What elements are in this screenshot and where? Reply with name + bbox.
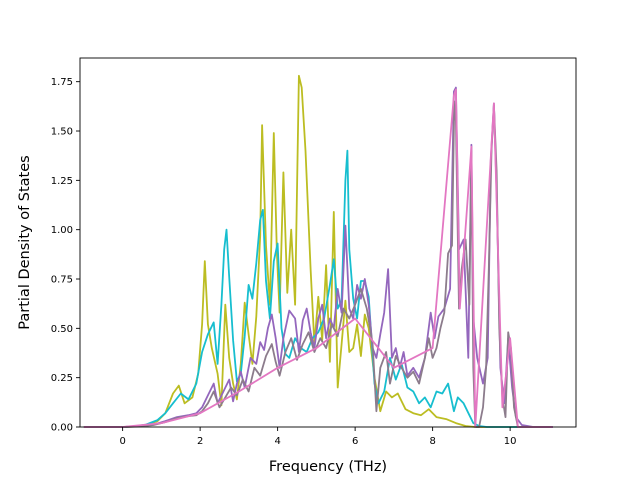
series-line-5 <box>83 88 553 428</box>
x-tick-label: 8 <box>429 436 435 447</box>
x-tick-label: 10 <box>504 436 517 447</box>
y-axis-ticks: 0.00 0.25 0.50 0.75 1.00 1.25 1.50 1.75 <box>51 77 80 434</box>
x-axis-label: Frequency (THz) <box>269 459 387 475</box>
y-tick-label: 1.50 <box>51 127 73 138</box>
y-tick-label: 0.25 <box>51 373 73 384</box>
x-tick-label: 0 <box>119 436 125 447</box>
x-tick-label: 2 <box>197 436 203 447</box>
series-line-3 <box>83 86 553 428</box>
series-layer <box>83 74 553 428</box>
y-tick-label: 0.50 <box>51 324 73 335</box>
y-axis-label: Partial Density of States <box>17 155 33 329</box>
series-line-1 <box>83 74 549 428</box>
x-tick-label: 6 <box>352 436 358 447</box>
x-axis-ticks: 0 2 4 6 8 10 <box>119 427 516 447</box>
series-line-4 <box>83 100 553 428</box>
y-tick-label: 0.75 <box>51 275 73 286</box>
x-tick-label: 4 <box>274 436 280 447</box>
y-tick-label: 1.00 <box>51 225 73 236</box>
y-tick-label: 1.25 <box>51 176 73 187</box>
y-tick-label: 0.00 <box>51 423 73 434</box>
y-tick-label: 1.75 <box>51 77 73 88</box>
plot-frame <box>79 57 577 428</box>
